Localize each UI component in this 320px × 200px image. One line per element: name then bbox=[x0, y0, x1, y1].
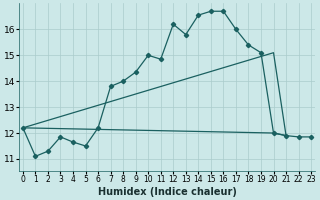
X-axis label: Humidex (Indice chaleur): Humidex (Indice chaleur) bbox=[98, 187, 236, 197]
